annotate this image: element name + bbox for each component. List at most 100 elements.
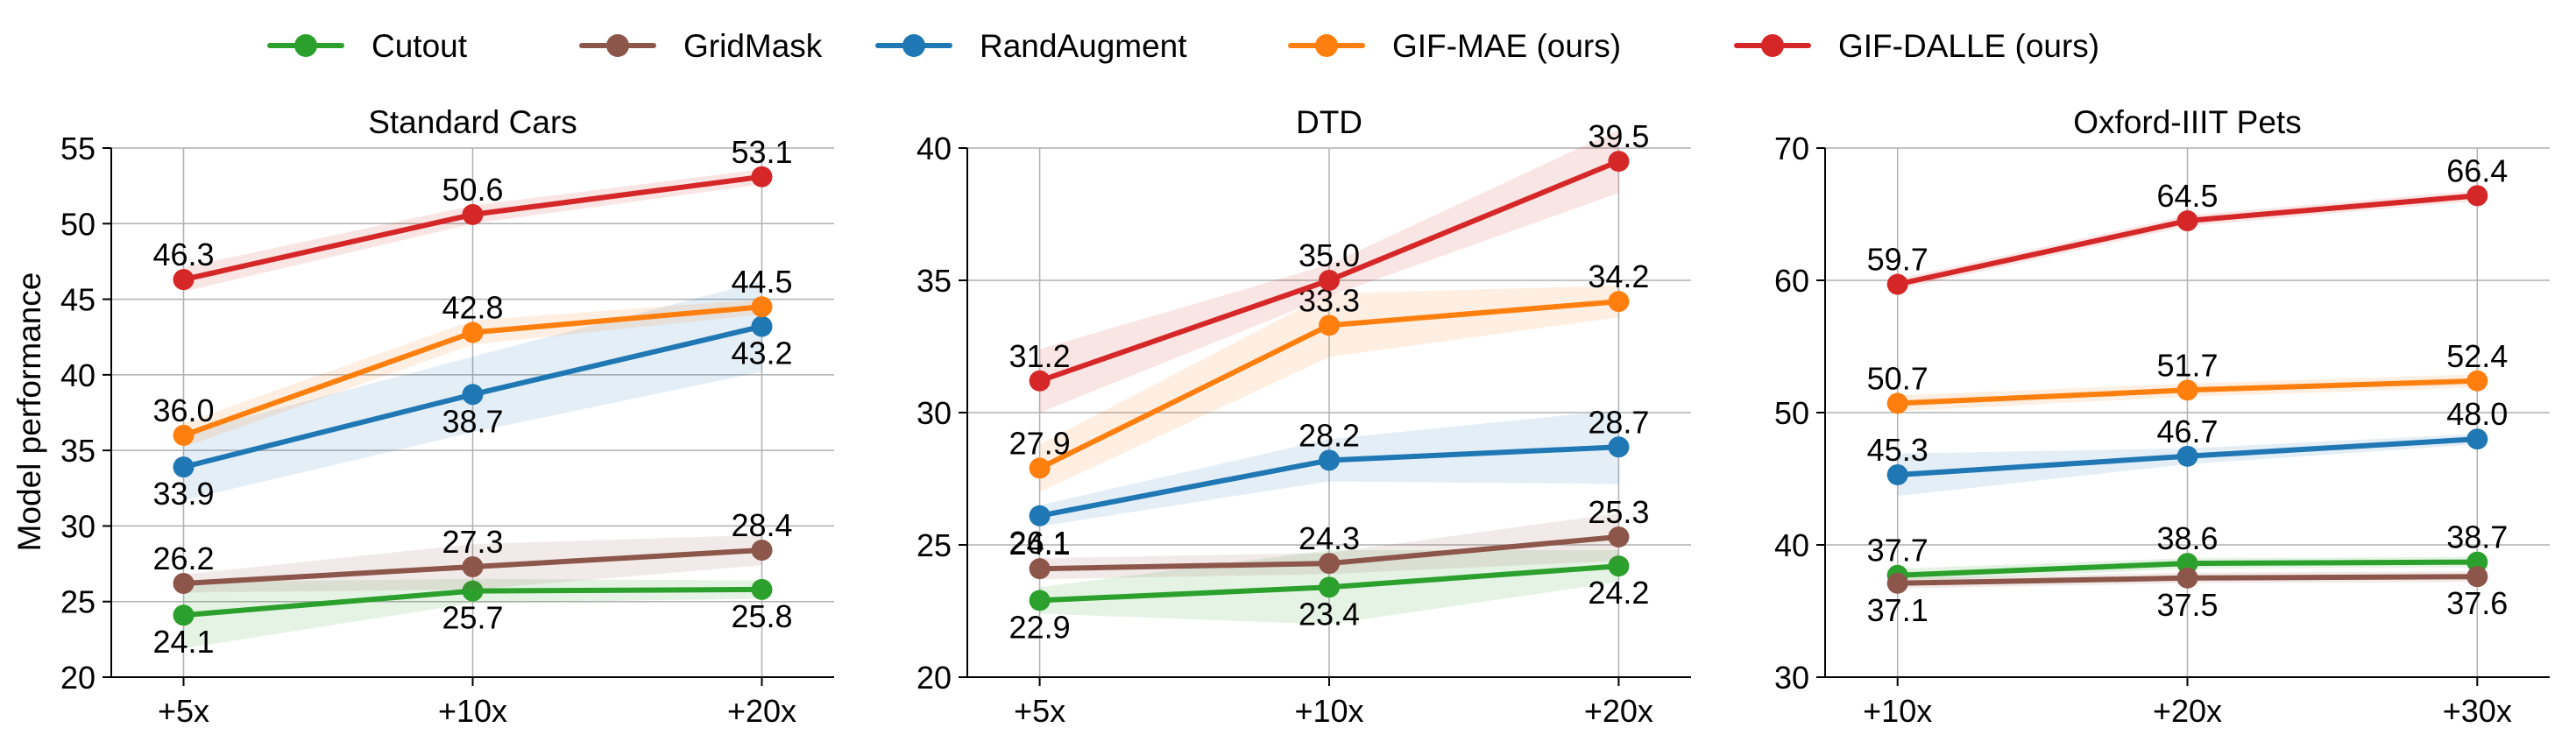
panel-oxford-iiit-pets: 30 40 50 60 70 +10x +20x +30x Oxford-IIIT Pets 37… <box>1774 104 2550 729</box>
data-label-gifdalle: 39.5 <box>1588 118 1649 154</box>
point-randaugment <box>1319 449 1340 471</box>
series-randaugment: 45.3 46.7 48.0 <box>1867 396 2508 497</box>
data-label-gifdalle: 59.7 <box>1867 242 1928 278</box>
point-cutout <box>1608 555 1630 577</box>
y-axis-label: Model performance <box>11 272 47 552</box>
legend-item-cutout: Cutout <box>267 28 468 64</box>
series-gifdalle: 31.2 35.0 39.5 <box>1009 118 1649 413</box>
data-label-gifdalle: 50.6 <box>442 172 503 208</box>
data-label-cutout: 23.4 <box>1299 596 1360 632</box>
y-tick-label: 30 <box>1774 660 1809 696</box>
y-tick-label: 40 <box>916 131 952 166</box>
point-randaugment <box>751 315 773 337</box>
point-gridmask <box>462 556 484 578</box>
data-label-cutout: 22.9 <box>1009 609 1071 645</box>
data-label-gridmask: 25.3 <box>1588 494 1649 530</box>
x-tick-label: +30x <box>2443 693 2512 729</box>
data-label-gifmae: 44.5 <box>731 264 792 300</box>
data-label-gridmask: 24.3 <box>1299 520 1360 556</box>
point-gifdalle <box>2466 185 2488 207</box>
point-randaugment <box>2466 428 2488 450</box>
point-gridmask <box>1319 553 1340 575</box>
y-tick-label: 30 <box>916 395 952 431</box>
point-gifdalle <box>2176 210 2198 232</box>
series-gridmask: 24.1 24.3 25.3 <box>1009 494 1649 580</box>
data-label-gridmask: 27.3 <box>442 524 503 560</box>
y-tick-label: 40 <box>60 357 96 393</box>
point-gifdalle <box>751 166 773 187</box>
legend-marker-randaugment <box>902 34 925 57</box>
data-label-cutout: 37.7 <box>1867 533 1928 569</box>
y-tick-label: 25 <box>60 584 96 620</box>
data-label-randaugment: 26.1 <box>1009 525 1071 561</box>
y-tick-label: 35 <box>60 433 96 469</box>
band-gifdalle <box>183 169 762 292</box>
legend-item-randaugment: RandAugment <box>875 28 1187 64</box>
point-gifmae <box>2466 370 2488 392</box>
data-label-randaugment: 46.7 <box>2156 413 2218 449</box>
legend: Cutout GridMask RandAugment GIF-MAE (ours) G… <box>267 28 2099 64</box>
panel-title: Standard Cars <box>368 104 577 140</box>
point-randaugment <box>462 384 484 406</box>
series-randaugment: 26.1 28.2 28.7 <box>1009 404 1650 561</box>
data-label-gridmask: 26.2 <box>152 541 214 576</box>
point-gifdalle <box>1608 151 1630 173</box>
panel-standard-cars: 20 25 30 35 40 45 50 55 +5x +10x +20x Standard Cars… <box>60 104 834 729</box>
point-gifdalle <box>1886 273 1908 295</box>
legend-item-gifmae: GIF-MAE (ours) <box>1288 28 1621 64</box>
y-tick-label: 20 <box>60 660 96 696</box>
point-gifmae <box>1608 291 1630 313</box>
point-gifdalle <box>1029 370 1051 392</box>
legend-marker-gifmae <box>1315 34 1338 57</box>
data-label-gifdalle: 31.2 <box>1009 338 1071 374</box>
point-cutout <box>751 578 773 600</box>
y-tick-label: 35 <box>916 263 952 299</box>
point-randaugment <box>2176 445 2198 467</box>
band-gridmask <box>1039 512 1619 580</box>
data-label-cutout: 38.7 <box>2446 519 2508 555</box>
point-gridmask <box>173 573 195 595</box>
data-label-randaugment: 45.3 <box>1867 432 1928 468</box>
series-gridmask: 37.1 37.5 37.6 <box>1867 566 2508 628</box>
x-tick-label: +10x <box>1294 693 1363 729</box>
legend-label-gifdalle: GIF-DALLE (ours) <box>1838 28 2099 64</box>
x-tick-label: +10x <box>438 693 507 729</box>
data-label-gridmask: 37.5 <box>2156 587 2218 623</box>
data-label-gifmae: 50.7 <box>1867 360 1928 396</box>
legend-label-randaugment: RandAugment <box>980 28 1187 64</box>
point-cutout <box>462 580 484 602</box>
point-randaugment <box>173 456 195 478</box>
point-gridmask <box>1608 526 1630 548</box>
point-gifmae <box>462 322 484 343</box>
data-label-randaugment: 38.7 <box>442 403 503 439</box>
data-label-randaugment: 43.2 <box>731 336 792 371</box>
point-gifdalle <box>462 203 484 225</box>
band-gifmae <box>1039 286 1619 492</box>
data-label-randaugment: 33.9 <box>152 476 214 512</box>
data-label-gridmask: 28.4 <box>731 507 792 543</box>
legend-label-gifmae: GIF-MAE (ours) <box>1392 28 1621 64</box>
y-tick-label: 30 <box>60 508 96 544</box>
data-label-gifmae: 51.7 <box>2156 347 2218 383</box>
x-tick-label: +20x <box>727 693 796 729</box>
series-gifmae: 27.933.334.2 <box>1009 258 1649 492</box>
point-randaugment <box>1886 463 1908 485</box>
legend-item-gifdalle: GIF-DALLE (ours) <box>1734 28 2099 64</box>
point-randaugment <box>1608 436 1630 458</box>
data-label-cutout: 38.6 <box>2156 520 2218 556</box>
point-cutout <box>1319 576 1340 598</box>
data-label-cutout: 24.2 <box>1588 575 1649 611</box>
data-label-gifdalle: 46.3 <box>152 237 214 272</box>
data-label-randaugment: 28.7 <box>1588 404 1649 440</box>
point-gifmae <box>751 296 773 318</box>
data-label-gifmae: 52.4 <box>2446 338 2508 374</box>
point-gridmask <box>1029 558 1051 580</box>
point-gridmask <box>751 540 773 562</box>
point-gridmask <box>2176 567 2198 589</box>
legend-label-gridmask: GridMask <box>683 28 823 64</box>
point-cutout <box>173 604 195 626</box>
series-gifmae: 36.0 42.8 44.5 <box>152 264 793 448</box>
panel-title: Oxford-IIIT Pets <box>2073 104 2301 140</box>
data-label-cutout: 25.7 <box>442 600 503 636</box>
